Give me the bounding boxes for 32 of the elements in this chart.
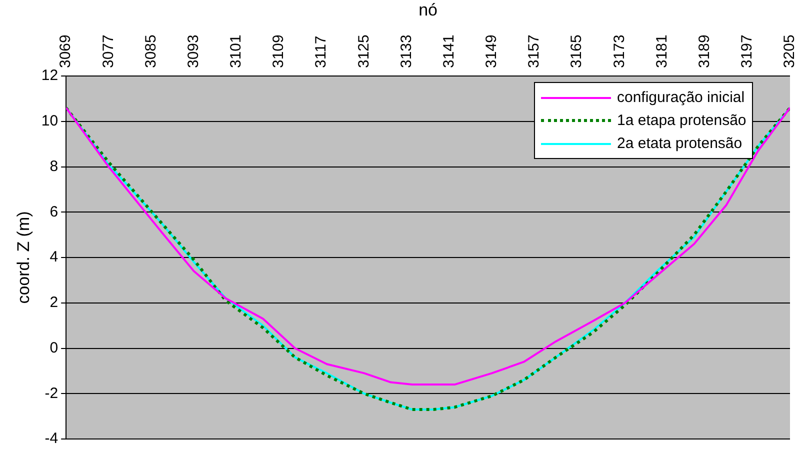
y-tick-label: 2 bbox=[50, 294, 58, 312]
x-tick-label: 3165 bbox=[568, 34, 586, 68]
x-tick-label: 3157 bbox=[526, 34, 543, 68]
legend-label: 1a etapa protensão bbox=[617, 111, 746, 131]
y-tick-label: -2 bbox=[44, 384, 58, 402]
y-tick-label: 12 bbox=[41, 67, 58, 84]
x-tick-label: 3205 bbox=[781, 34, 798, 68]
x-tick-label: 3101 bbox=[228, 34, 245, 68]
y-tick-label: 6 bbox=[50, 203, 58, 220]
x-tick-label: 3173 bbox=[610, 34, 628, 68]
x-tick-label: 3069 bbox=[57, 34, 74, 68]
x-tick-label: 3141 bbox=[440, 34, 458, 68]
x-tick-label: 3133 bbox=[398, 34, 415, 68]
y-tick-label: 10 bbox=[41, 112, 58, 130]
x-tick-label: 3125 bbox=[355, 34, 372, 68]
x-tick-label: 3181 bbox=[653, 34, 670, 68]
y-tick-label: 8 bbox=[50, 158, 58, 175]
x-tick-label: 3093 bbox=[184, 34, 202, 68]
x-tick-label: 3197 bbox=[738, 34, 756, 68]
x-tick-label: 3085 bbox=[142, 34, 160, 68]
x-tick-label: 3109 bbox=[270, 34, 288, 68]
y-tick-label: 0 bbox=[50, 339, 58, 356]
x-axis-title: nó bbox=[418, 0, 438, 20]
y-tick-label: 4 bbox=[50, 248, 58, 266]
y-tick-label: -4 bbox=[44, 430, 58, 448]
x-tick-label: 3189 bbox=[696, 34, 713, 68]
legend-label: configuração inicial bbox=[617, 88, 745, 108]
x-tick-label: 3077 bbox=[100, 34, 117, 68]
x-tick-label: 3117 bbox=[312, 36, 330, 68]
y-axis-title: coord. Z (m) bbox=[14, 211, 33, 304]
x-tick-label: 3149 bbox=[483, 34, 500, 68]
legend-label: 2a etata protensão bbox=[617, 134, 742, 154]
